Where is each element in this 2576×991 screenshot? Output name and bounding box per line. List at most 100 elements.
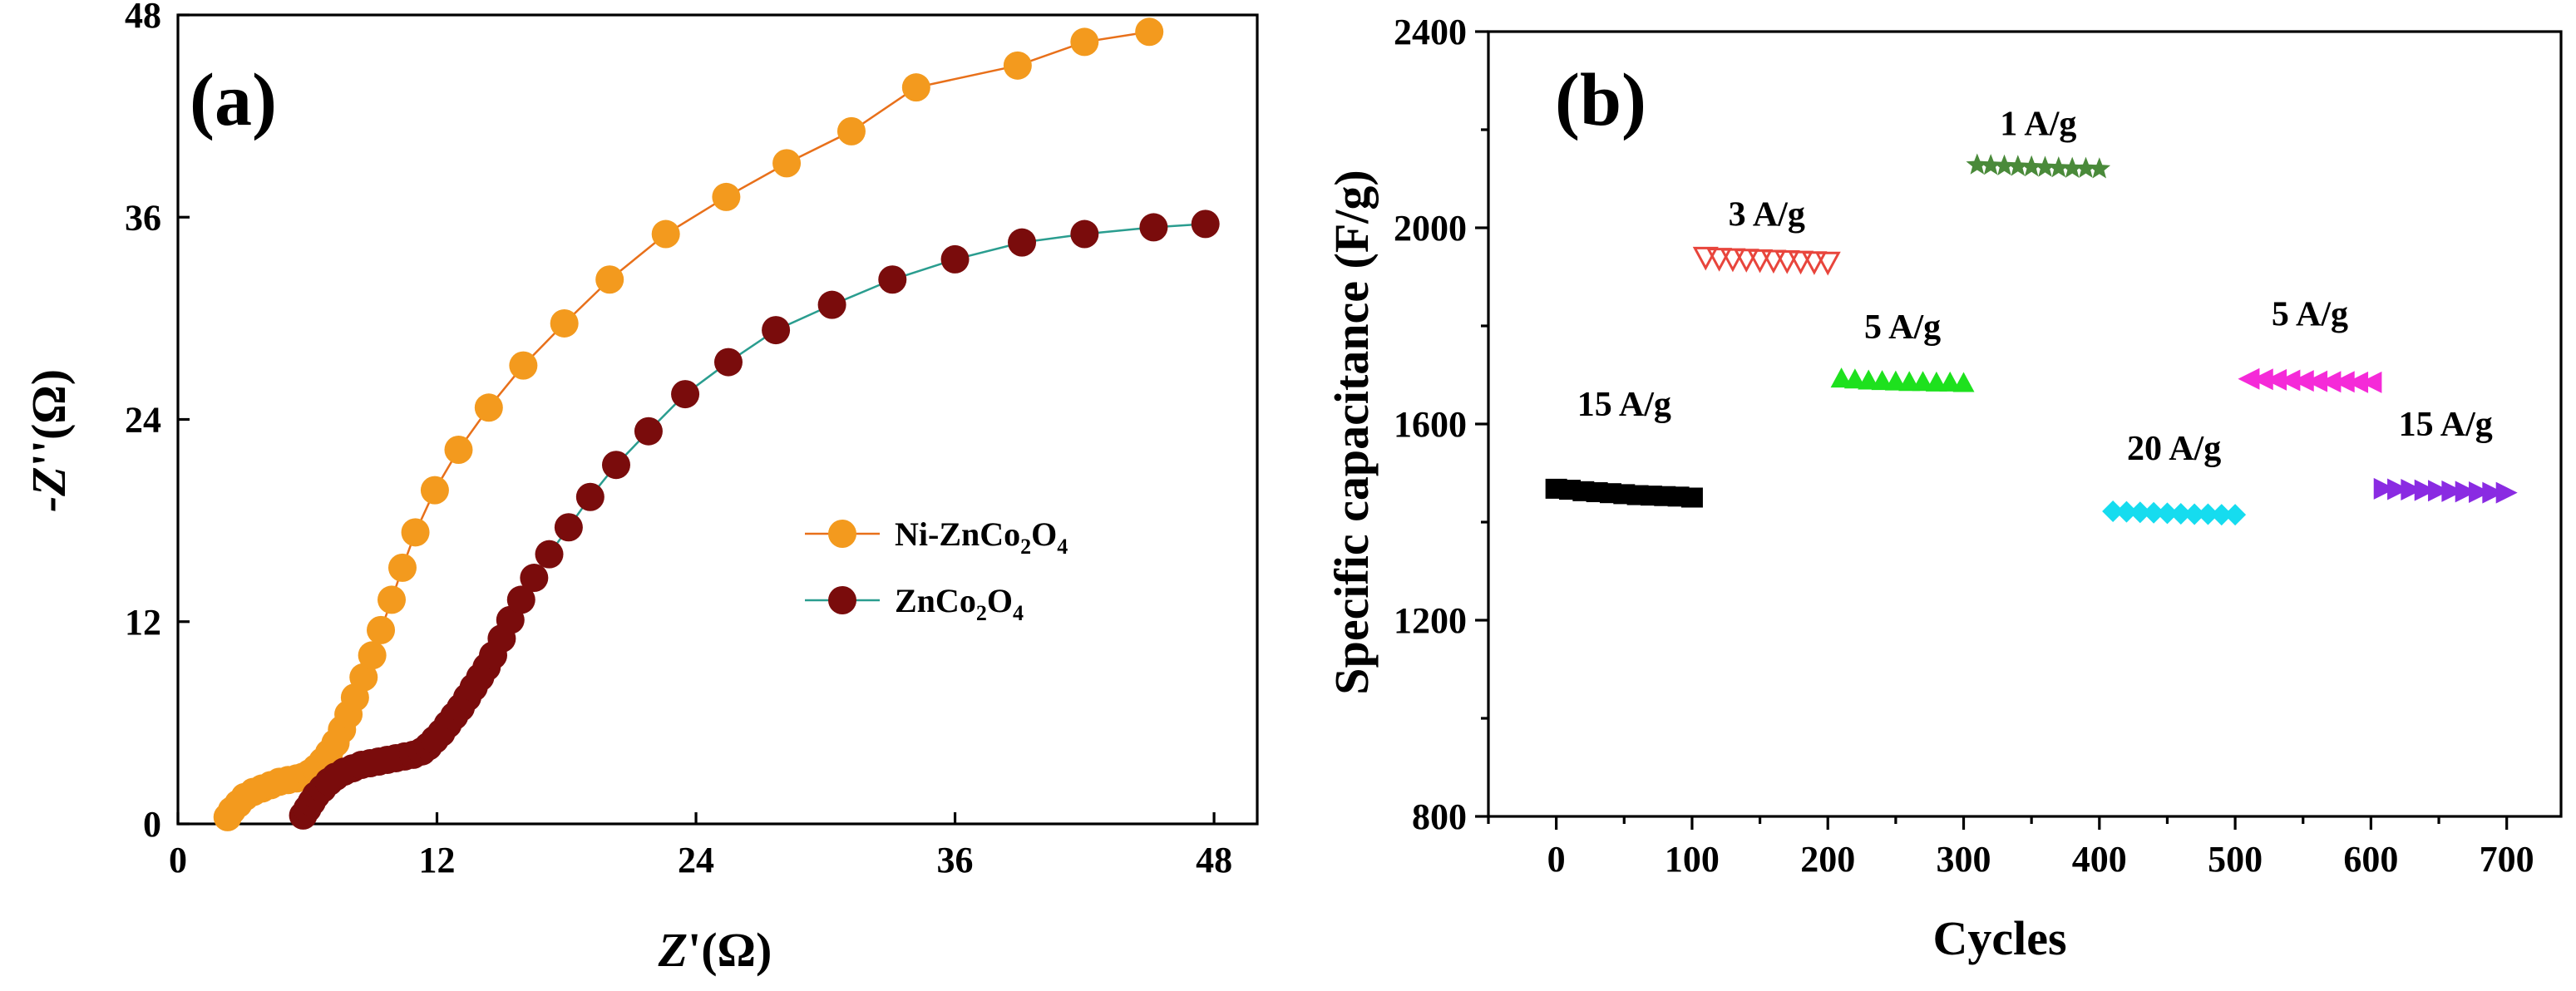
b-data-point	[1733, 249, 1759, 273]
b-data-point	[1692, 246, 1719, 271]
b-data-point	[1884, 370, 1907, 391]
b-data-point	[1720, 248, 1746, 273]
b-data-point	[2469, 481, 2491, 504]
b-data-point	[2292, 370, 2314, 392]
a-data-point	[671, 380, 700, 409]
a-x-tick-label: 0	[169, 840, 187, 880]
b-data-point	[2495, 481, 2518, 504]
b-series-label-1: 3 A/g	[1729, 195, 1805, 234]
b-data-point	[1858, 369, 1880, 390]
a-data-point	[772, 149, 802, 178]
b-x-axis-title: Cycles	[1932, 911, 2066, 965]
a-data-point	[1135, 17, 1164, 47]
b-data-point	[1979, 154, 2002, 175]
b-data-point	[2115, 500, 2138, 523]
a-data-point	[420, 476, 449, 505]
b-x-tick-label: 300	[1937, 839, 1991, 880]
b-data-point	[2143, 501, 2165, 524]
b-data-point	[1993, 154, 2016, 175]
b-data-point	[1925, 371, 1947, 392]
b-data-point	[1898, 371, 1921, 392]
a-data-point	[940, 244, 970, 274]
a-data-point	[836, 116, 866, 145]
a-data-point	[601, 451, 630, 480]
a-data-point	[713, 348, 743, 377]
a-series-0	[213, 17, 1164, 831]
a-legend-marker-1	[828, 586, 856, 614]
a-data-point	[1070, 27, 1099, 57]
a-y-tick-label: 0	[143, 804, 161, 845]
b-data-point	[2197, 503, 2219, 525]
b-x-tick-label: 600	[2343, 839, 2398, 880]
b-ylabel: Specific capacitance (F/g)	[1325, 170, 1379, 694]
b-y-tick-label: 1200	[1394, 600, 1467, 641]
b-data-point	[2441, 480, 2464, 502]
b-data-point	[2455, 481, 2477, 503]
b-data-point	[2360, 371, 2382, 393]
a-data-point	[520, 564, 549, 593]
a-data-point	[634, 417, 663, 446]
b-series-label-0: 15 A/g	[1577, 386, 1671, 424]
b-series-label-5: 5 A/g	[2272, 296, 2348, 334]
a-data-point	[1003, 51, 1032, 80]
a-data-point	[506, 585, 535, 614]
b-y-tick-label: 800	[1412, 796, 1467, 837]
a-data-point	[444, 435, 473, 464]
b-series-label-3: 1 A/g	[2000, 105, 2076, 143]
a-data-point	[651, 219, 680, 249]
a-data-point	[901, 73, 930, 102]
b-plot-area: 0 100 200 300 400 500 600 700 800 1200 1600 2000 240…	[1394, 12, 2563, 880]
a-series-1	[289, 210, 1220, 830]
b-data-point	[1966, 153, 1989, 175]
a-panel-label: (a)	[190, 59, 277, 141]
b-data-point	[2251, 368, 2273, 391]
b-data-point	[2156, 502, 2179, 525]
b-x-tick-label: 400	[2072, 839, 2127, 880]
b-series-2: 5 A/g	[1830, 308, 1975, 392]
a-data-point	[474, 393, 503, 422]
a-x-tick-label: 48	[1196, 840, 1232, 880]
b-data-point	[2034, 155, 2056, 177]
b-series-4: 20 A/g	[2102, 430, 2247, 526]
b-data-point	[2047, 156, 2070, 178]
a-plot-frame	[176, 13, 1259, 826]
a-data-point	[1139, 213, 1168, 242]
b-series-1: 3 A/g	[1692, 195, 1841, 276]
a-data-point	[712, 182, 741, 211]
a-data-point	[554, 513, 583, 542]
b-x-tick-label: 0	[1547, 839, 1566, 880]
a-data-point	[535, 540, 564, 569]
b-data-point	[2102, 500, 2124, 523]
b-x-tick-label: 500	[2208, 839, 2263, 880]
a-y-tick-label: 36	[125, 197, 161, 238]
svg-text:-Z''(Ω): -Z''(Ω)	[22, 369, 76, 512]
b-data-point	[1814, 251, 1841, 276]
b-data-point	[2006, 155, 2030, 176]
b-series-3: 1 A/g	[1966, 105, 2111, 179]
b-data-point	[2265, 368, 2287, 391]
b-data-point	[2129, 501, 2151, 524]
a-x-axis-title: Z'(Ω)	[658, 923, 772, 977]
b-x-tick-label: 100	[1665, 839, 1720, 880]
b-series-label-2: 5 A/g	[1864, 308, 1941, 347]
b-data-point	[1774, 250, 1800, 274]
a-data-point	[1008, 228, 1037, 257]
b-data-point	[1706, 248, 1733, 272]
a-y-tick-label: 12	[125, 602, 161, 643]
b-data-point	[1871, 370, 1893, 391]
b-data-point	[2482, 481, 2504, 504]
a-y-tick-label: 48	[125, 0, 161, 36]
b-data-point	[2020, 155, 2043, 177]
a-x-tick-label: 36	[937, 840, 974, 880]
b-series-label-6: 15 A/g	[2399, 406, 2493, 444]
b-data-point	[2224, 504, 2247, 526]
b-data-point	[2238, 367, 2260, 390]
a-data-point	[1070, 219, 1099, 249]
b-data-point	[1843, 368, 1866, 389]
a-y-axis-title: -Z''(Ω)	[22, 369, 76, 512]
a-x-tick-label: 24	[678, 840, 714, 880]
b-data-point	[2428, 480, 2450, 502]
b-data-point	[1939, 371, 1962, 392]
a-data-point	[509, 351, 538, 380]
